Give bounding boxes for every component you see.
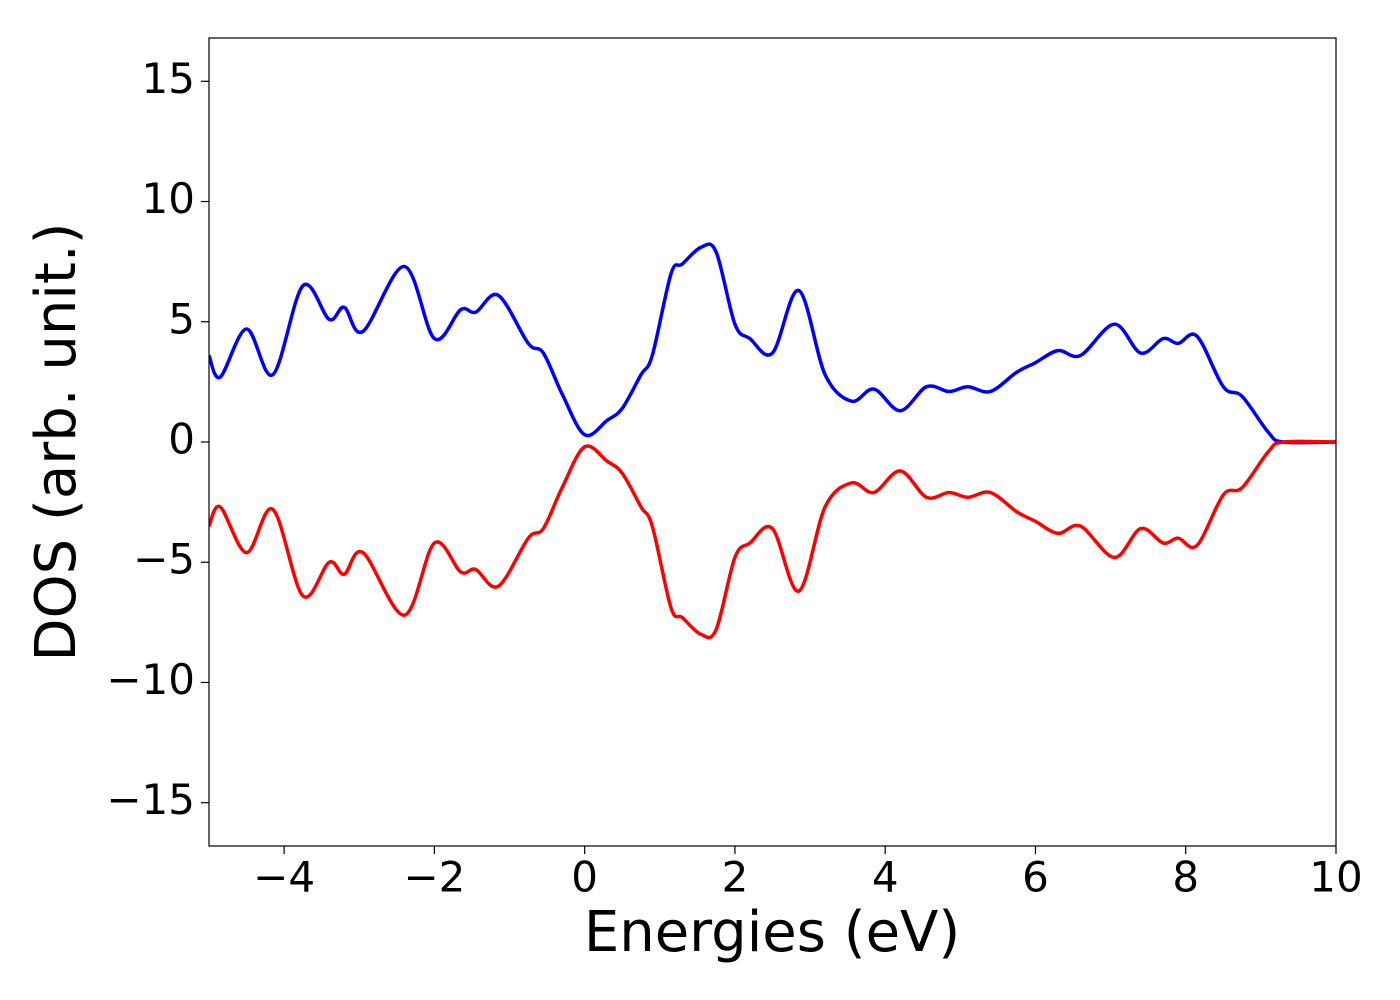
- y-tick-label: 10: [142, 174, 195, 223]
- x-tick-label: 0: [571, 853, 598, 902]
- x-tick-label: 2: [722, 853, 749, 902]
- x-tick-label: 4: [872, 853, 899, 902]
- y-tick-label: 15: [142, 54, 195, 103]
- x-tick-label: −4: [253, 853, 315, 902]
- y-tick-label: −5: [133, 535, 195, 584]
- y-tick-label: 0: [168, 415, 195, 464]
- x-tick-label: 8: [1172, 853, 1199, 902]
- plot-area: [209, 242, 1336, 640]
- x-tick-label: 6: [1022, 853, 1049, 902]
- x-tick-label: −2: [403, 853, 465, 902]
- line-series: [209, 439, 1336, 640]
- y-axis-label: DOS (arb. unit.): [24, 222, 89, 661]
- y-tick-label: 5: [168, 294, 195, 343]
- line-series: [209, 242, 1336, 445]
- x-axis-label: Energies (eV): [584, 900, 960, 965]
- y-tick-label: −10: [106, 655, 195, 704]
- plot-frame: [208, 37, 1337, 847]
- y-tick-label: −15: [106, 775, 195, 824]
- x-tick-label: 10: [1309, 853, 1362, 902]
